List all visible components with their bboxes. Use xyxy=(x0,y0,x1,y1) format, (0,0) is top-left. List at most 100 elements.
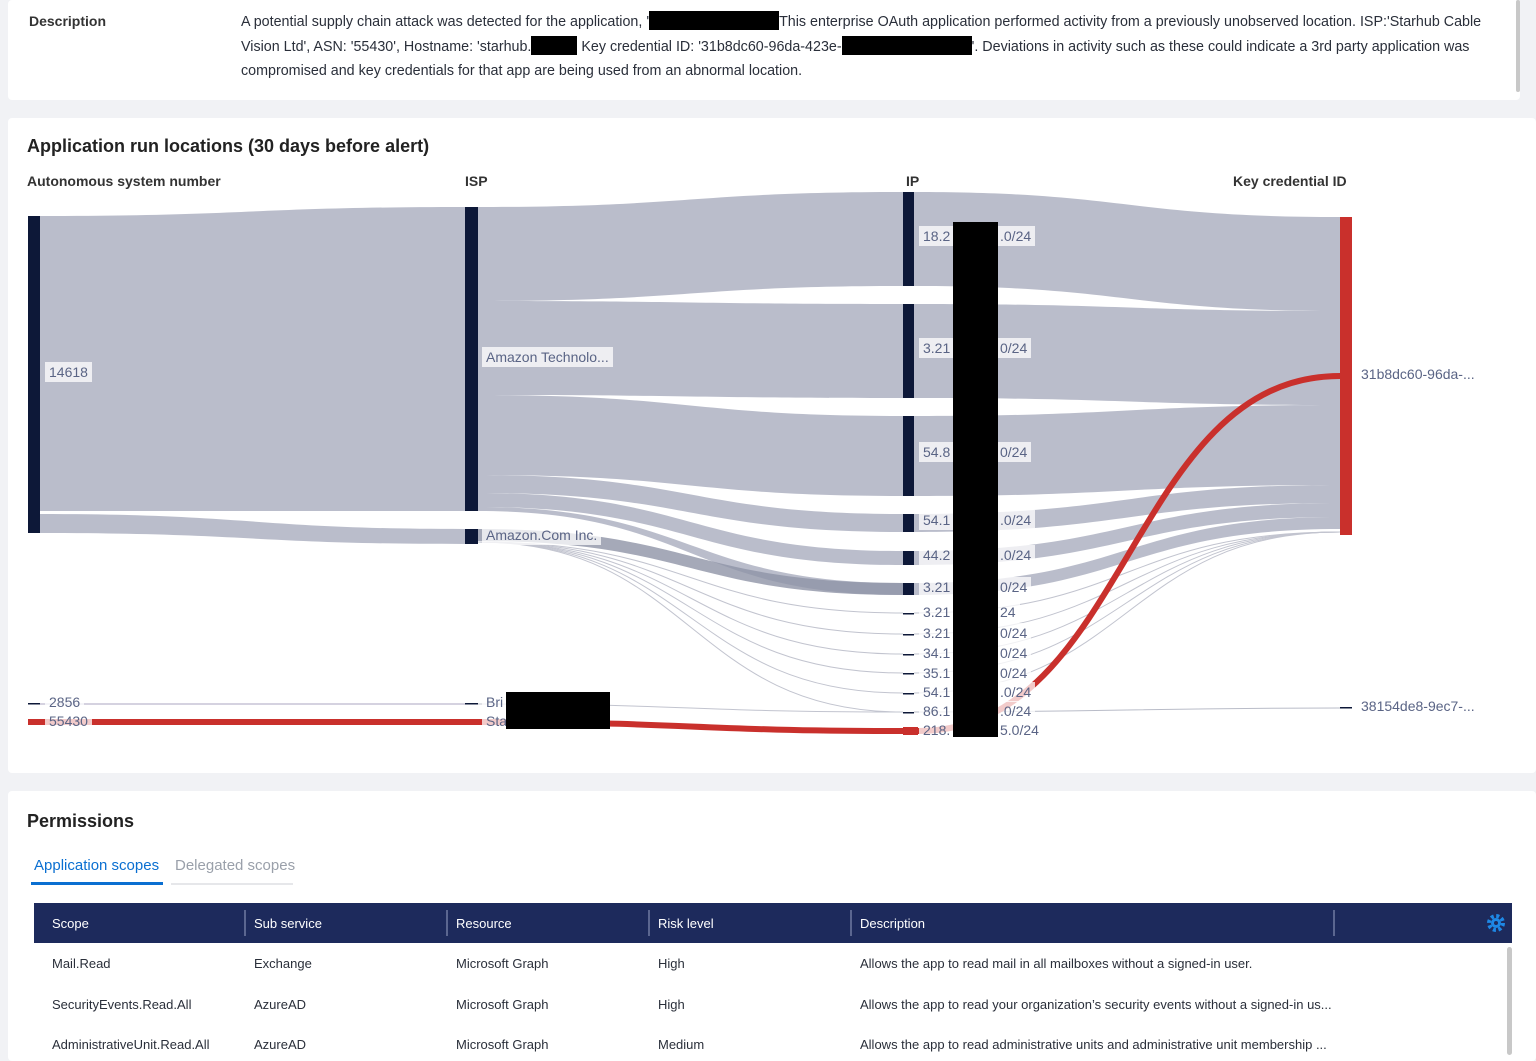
flow xyxy=(478,475,903,532)
flow xyxy=(914,192,1340,311)
tab-active[interactable]: Application scopes xyxy=(34,857,160,874)
node xyxy=(465,703,478,705)
node xyxy=(903,514,914,532)
column-separator xyxy=(850,910,852,936)
flow-line xyxy=(477,541,904,674)
tab[interactable]: Delegated scopes xyxy=(175,857,296,874)
node xyxy=(1340,217,1352,535)
node-label: 54.8 xyxy=(919,442,955,462)
column-header[interactable]: Scope xyxy=(52,916,89,931)
node xyxy=(903,551,914,565)
description-part: '. Deviations in activity such as these … xyxy=(241,38,1470,80)
description-part: Key credential ID: '31b8dc60-96da-423e- xyxy=(577,38,842,55)
sankey-card: Application run locations (30 days befor… xyxy=(8,118,1536,773)
flow xyxy=(914,304,1340,405)
flow-line xyxy=(477,541,904,713)
node-label: 3.21 xyxy=(919,338,955,358)
node-label: .0/24 xyxy=(996,682,1036,702)
sankey-title: Application run locations (30 days befor… xyxy=(27,136,430,156)
flow xyxy=(478,395,903,496)
redaction xyxy=(953,222,998,737)
table-cell: Allows the app to read mail in all mailb… xyxy=(860,956,1253,971)
tab-underline xyxy=(31,882,163,885)
node xyxy=(465,719,478,725)
column-header[interactable]: Resource xyxy=(456,916,512,931)
table-cell: Microsoft Graph xyxy=(456,996,549,1012)
node-label: .0/24 xyxy=(996,226,1036,246)
node-label: 54.1 xyxy=(919,510,955,530)
table-cell: Mail.Read xyxy=(52,956,111,971)
column-header[interactable]: Sub service xyxy=(254,916,322,931)
permissions-title: Permissions xyxy=(27,811,135,831)
node-label: 24 xyxy=(996,602,1020,622)
node xyxy=(903,613,914,615)
node-label: 31b8dc60-96da-... xyxy=(1357,364,1479,384)
node-label: .0/24 xyxy=(996,701,1036,721)
node xyxy=(903,583,914,595)
flow xyxy=(478,493,903,565)
node-label: 0/24 xyxy=(996,442,1032,462)
redaction xyxy=(506,692,610,729)
node xyxy=(465,529,478,544)
table-cell: High xyxy=(658,996,685,1012)
node-label: 0/24 xyxy=(996,663,1032,683)
column-header: Autonomous system number xyxy=(27,173,221,189)
table-cell: AzureAD xyxy=(254,1037,307,1052)
node xyxy=(1340,707,1352,709)
node-label: 14618 xyxy=(45,362,92,382)
description-text: A potential supply chain attack was dete… xyxy=(241,10,1491,84)
flow xyxy=(914,405,1340,496)
flow xyxy=(478,507,903,595)
flow xyxy=(478,192,903,301)
flow-line xyxy=(477,541,904,655)
column-header: Key credential ID xyxy=(1233,173,1347,189)
description-part: This enterprise OAuth application perfor… xyxy=(241,14,1482,55)
flow xyxy=(40,514,465,544)
node-label: 35.1 xyxy=(919,663,955,683)
column-separator xyxy=(648,910,650,936)
table-cell: Microsoft Graph xyxy=(456,956,549,971)
node-label: 5.0/24 xyxy=(996,720,1043,740)
table-cell: AdministrativeUnit.Read.All xyxy=(52,1037,210,1052)
node xyxy=(28,703,40,705)
node xyxy=(903,416,914,496)
node xyxy=(28,216,40,533)
node xyxy=(903,693,914,695)
column-header[interactable]: Description xyxy=(860,916,926,931)
column-header[interactable]: Risk level xyxy=(658,916,714,931)
table-cell: Allows the app to read administrative un… xyxy=(860,1037,1327,1052)
column-header: IP xyxy=(906,173,920,189)
redaction xyxy=(649,11,780,30)
node xyxy=(903,634,914,636)
flow-line xyxy=(477,541,904,614)
flow xyxy=(478,529,903,595)
node-label: 0/24 xyxy=(996,643,1032,663)
flow-line xyxy=(477,541,904,694)
flow-line xyxy=(477,541,904,635)
node-label: 54.1 xyxy=(919,682,955,702)
node xyxy=(903,192,914,286)
table-cell: Allows the app to read your organization… xyxy=(860,996,1332,1012)
node-label: 44.2 xyxy=(919,545,955,565)
settings-icon[interactable] xyxy=(1486,913,1506,933)
node xyxy=(903,712,914,714)
node-label: 86.1 xyxy=(919,701,955,721)
node xyxy=(903,727,918,735)
column-separator xyxy=(244,910,246,936)
tab-underline xyxy=(171,883,293,885)
node xyxy=(28,719,42,725)
node xyxy=(465,207,478,511)
node-label: 38154de8-9ec7-... xyxy=(1357,696,1479,716)
node xyxy=(903,304,914,398)
node-label: Bri xyxy=(482,692,508,712)
node-label: 218. xyxy=(919,720,955,740)
table-header xyxy=(34,903,1512,943)
node xyxy=(903,654,914,656)
node-label: 2856 xyxy=(45,692,85,712)
description-label: Description xyxy=(29,13,107,29)
node xyxy=(903,673,914,675)
sankey-diagram xyxy=(28,192,1352,735)
node-label: 3.21 xyxy=(919,577,955,597)
redaction xyxy=(531,35,578,55)
